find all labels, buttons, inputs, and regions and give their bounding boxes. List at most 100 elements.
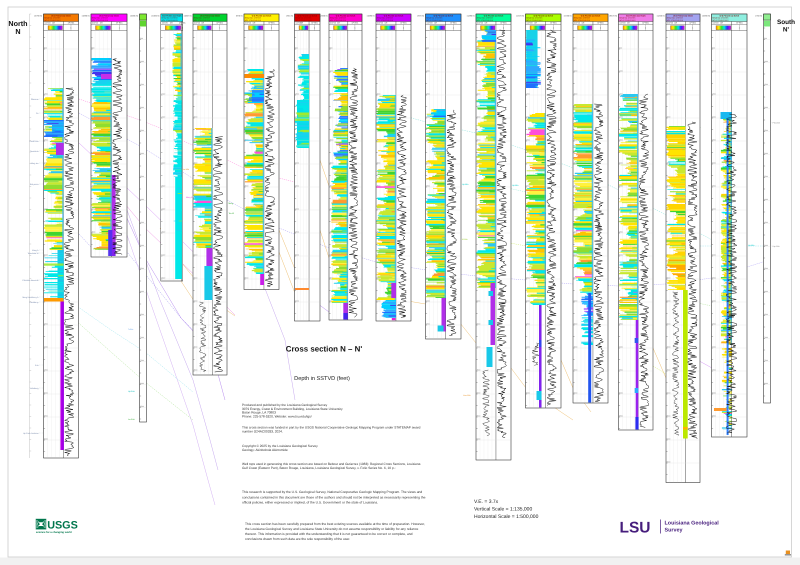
svg-text:6500: 6500 xyxy=(194,323,198,326)
svg-text:1500: 1500 xyxy=(477,93,481,96)
svg-text:5500: 5500 xyxy=(140,267,144,270)
svg-text:Serial No: 1XXXXX: Serial No: 1XXXXX xyxy=(426,17,443,20)
svg-text:1500: 1500 xyxy=(140,83,144,86)
svg-text:5500: 5500 xyxy=(426,277,430,280)
svg-text:(1090 ft): (1090 ft) xyxy=(82,15,90,18)
svg-text:9000: 9000 xyxy=(477,438,481,441)
svg-text:4000: 4000 xyxy=(295,208,299,211)
svg-text:5500: 5500 xyxy=(477,277,481,280)
svg-text:1: 1 xyxy=(219,27,221,30)
svg-text:2000: 2000 xyxy=(330,116,334,119)
svg-text:3500: 3500 xyxy=(712,185,716,188)
svg-text:3500: 3500 xyxy=(245,185,249,188)
svg-text:1500: 1500 xyxy=(377,93,381,96)
svg-text:7500: 7500 xyxy=(667,369,671,372)
svg-text:2000: 2000 xyxy=(477,116,481,119)
svg-text:3000: 3000 xyxy=(477,162,481,165)
svg-text:(1280 ft): (1280 ft) xyxy=(467,15,475,18)
svg-text:GR: GR xyxy=(720,22,723,25)
svg-text:1: 1 xyxy=(503,27,505,30)
svg-text:SP RES: SP RES xyxy=(597,22,604,25)
svg-text:API: 17XXXXXXXX: API: 17XXXXXXXX xyxy=(295,19,312,22)
svg-text:Bol perca: Bol perca xyxy=(30,183,39,186)
svg-text:5500: 5500 xyxy=(161,277,165,280)
svg-text:5000: 5000 xyxy=(161,254,165,257)
svg-text:(4730 ft): (4730 ft) xyxy=(564,15,572,18)
svg-text:2000: 2000 xyxy=(426,116,430,119)
svg-text:3000: 3000 xyxy=(619,162,623,165)
svg-text:SSTVD: SSTVD xyxy=(45,22,52,25)
svg-text:3500: 3500 xyxy=(194,185,198,188)
svg-text:500: 500 xyxy=(426,47,429,50)
svg-text:2500: 2500 xyxy=(44,139,48,142)
svg-text:Marg: Marg xyxy=(229,202,234,205)
svg-text:3500: 3500 xyxy=(477,185,481,188)
svg-text:API: 17XXXXXXXX: API: 17XXXXXXXX xyxy=(712,19,729,22)
svg-text:Horizontal Scale = 1:500,000: Horizontal Scale = 1:500,000 xyxy=(474,514,539,520)
svg-text:Gulf Coast (Eastern Part), Bat: Gulf Coast (Eastern Part), Baton Rouge, … xyxy=(242,466,396,470)
svg-text:4500: 4500 xyxy=(140,221,144,224)
svg-text:4000: 4000 xyxy=(377,208,381,211)
svg-text:6000: 6000 xyxy=(194,300,198,303)
svg-text:6000: 6000 xyxy=(712,300,716,303)
svg-text:SP RES: SP RES xyxy=(400,22,407,25)
svg-text:5500: 5500 xyxy=(764,267,768,270)
svg-text:API: 17XXXXXXXX: API: 17XXXXXXXX xyxy=(574,19,591,22)
svg-text:Frio: Frio xyxy=(35,364,39,367)
svg-text:3500: 3500 xyxy=(764,175,768,178)
svg-text:4000: 4000 xyxy=(574,208,578,211)
svg-text:(9470 ft): (9470 ft) xyxy=(609,15,617,18)
svg-text:SSTVD: SSTVD xyxy=(162,22,169,25)
svg-text:7000: 7000 xyxy=(44,346,48,349)
svg-text:SSTVD: SSTVD xyxy=(377,22,384,25)
svg-text:conclusions drawn from such da: conclusions drawn from such data are the… xyxy=(245,537,350,541)
svg-text:1: 1 xyxy=(314,27,316,30)
svg-text:(1370 ft): (1370 ft) xyxy=(516,15,524,18)
svg-text:1000: 1000 xyxy=(161,70,165,73)
svg-text:6500: 6500 xyxy=(526,323,530,326)
svg-text:API: 17XXXXXXXX: API: 17XXXXXXXX xyxy=(426,19,443,22)
svg-text:4000: 4000 xyxy=(330,208,334,211)
svg-text:6000: 6000 xyxy=(477,300,481,303)
svg-text:8000: 8000 xyxy=(712,392,716,395)
svg-text:500: 500 xyxy=(377,47,380,50)
svg-text:W B PXXXX CO SVCS: W B PXXXX CO SVCS xyxy=(51,14,71,17)
svg-text:5000: 5000 xyxy=(426,254,430,257)
svg-text:8000: 8000 xyxy=(44,392,48,395)
svg-text:1: 1 xyxy=(739,27,741,30)
svg-text:6500: 6500 xyxy=(574,323,578,326)
svg-text:(970 ft): (970 ft) xyxy=(236,15,243,18)
svg-text:Serial No: 1XXXXX: Serial No: 1XXXXX xyxy=(574,17,591,20)
svg-text:500: 500 xyxy=(712,47,715,50)
svg-text:Upr Mio: Upr Mio xyxy=(773,245,781,248)
svg-text:(1000 ft): (1000 ft) xyxy=(152,15,160,18)
svg-text:4500: 4500 xyxy=(92,231,96,234)
svg-text:4000: 4000 xyxy=(194,208,198,211)
svg-text:7000: 7000 xyxy=(526,346,530,349)
svg-text:GR: GR xyxy=(674,22,677,25)
svg-text:GR: GR xyxy=(627,22,630,25)
svg-text:3500: 3500 xyxy=(161,185,165,188)
svg-text:SP RES: SP RES xyxy=(116,22,123,25)
svg-text:Serial No: 1XXXXX: Serial No: 1XXXXX xyxy=(477,17,494,20)
svg-text:2500: 2500 xyxy=(161,139,165,142)
svg-text:USGS: USGS xyxy=(47,520,78,532)
svg-text:Louisiana Geological: Louisiana Geological xyxy=(665,521,720,527)
svg-text:SSTVD: SSTVD xyxy=(296,22,303,25)
svg-text:SP RES: SP RES xyxy=(550,22,557,25)
svg-text:Serial No: 1XXXXX: Serial No: 1XXXXX xyxy=(245,17,262,20)
svg-text:5000: 5000 xyxy=(245,254,249,257)
svg-text:1500: 1500 xyxy=(194,93,198,96)
svg-text:SP RES: SP RES xyxy=(500,22,507,25)
svg-text:Tex W: Tex W xyxy=(229,212,235,215)
svg-text:(1080 ft): (1080 ft) xyxy=(367,15,375,18)
svg-text:6000: 6000 xyxy=(667,300,671,303)
svg-text:5500: 5500 xyxy=(330,277,334,280)
svg-text:GR: GR xyxy=(385,22,388,25)
svg-text:(1007 ft): (1007 ft) xyxy=(184,15,192,18)
svg-text:4500: 4500 xyxy=(526,231,530,234)
svg-text:8500: 8500 xyxy=(44,415,48,418)
svg-text:3500: 3500 xyxy=(330,185,334,188)
svg-text:Geology: Akinbobola Akintomide: Geology: Akinbobola Akintomide xyxy=(242,448,288,452)
svg-text:N': N' xyxy=(783,27,790,34)
